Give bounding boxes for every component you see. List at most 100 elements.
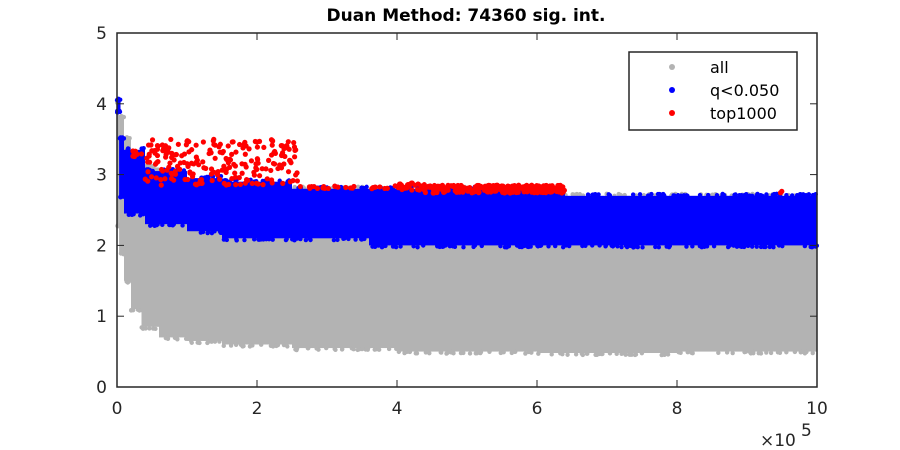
y-tick-label: 2	[96, 236, 107, 256]
point	[261, 144, 267, 151]
point	[206, 150, 212, 157]
point	[547, 183, 553, 189]
point	[251, 172, 258, 178]
point	[130, 148, 136, 154]
point	[395, 185, 401, 191]
point	[549, 352, 554, 357]
x-exponent-label: ×10	[760, 431, 796, 450]
point	[639, 350, 645, 356]
point	[666, 244, 672, 250]
point	[705, 192, 711, 198]
point	[727, 243, 732, 248]
point	[411, 244, 416, 249]
point	[117, 97, 123, 102]
x-tick-label: 6	[532, 399, 543, 419]
point	[160, 146, 167, 152]
point	[179, 153, 185, 159]
point	[386, 346, 392, 352]
point	[290, 177, 296, 184]
point	[767, 244, 772, 250]
y-tick-label: 1	[96, 307, 107, 327]
point	[333, 347, 338, 352]
point	[742, 192, 747, 198]
point	[346, 236, 351, 242]
point	[347, 185, 354, 191]
point	[398, 244, 403, 249]
point	[303, 237, 309, 243]
point	[645, 193, 651, 198]
point	[609, 243, 614, 248]
point	[240, 145, 246, 151]
point	[228, 343, 234, 348]
point	[721, 192, 727, 198]
x-tick-label: 8	[672, 399, 683, 419]
point	[586, 192, 591, 198]
point	[185, 163, 191, 170]
point	[118, 195, 123, 200]
point	[702, 244, 707, 249]
point	[737, 192, 742, 198]
point	[260, 182, 266, 188]
point	[293, 172, 299, 178]
point-cloud-1-8	[537, 192, 565, 246]
point	[351, 346, 356, 352]
point	[119, 114, 124, 119]
y-tick-label: 0	[96, 378, 107, 398]
point	[467, 351, 473, 356]
point-cloud-1-5	[222, 181, 292, 239]
point	[764, 350, 769, 355]
point	[121, 136, 127, 141]
point	[724, 350, 730, 355]
x-tick-label: 10	[806, 399, 828, 419]
point	[145, 159, 151, 165]
point	[461, 244, 466, 250]
point	[731, 243, 736, 248]
x-tick-label: 2	[252, 399, 263, 419]
legend-label: top1000	[710, 104, 777, 123]
point	[810, 350, 815, 356]
point	[229, 151, 235, 157]
point	[206, 229, 211, 234]
point	[214, 172, 221, 178]
point	[164, 167, 170, 173]
point	[280, 180, 286, 186]
point	[212, 155, 218, 161]
point	[248, 343, 254, 348]
point	[171, 177, 177, 183]
point	[697, 243, 703, 249]
point	[172, 335, 178, 341]
point	[139, 146, 144, 151]
point	[597, 243, 602, 248]
point	[183, 142, 189, 148]
point	[242, 151, 248, 157]
point	[181, 168, 187, 173]
point	[523, 351, 528, 356]
point	[279, 143, 285, 149]
point	[627, 243, 633, 249]
point	[536, 351, 541, 356]
point	[401, 184, 408, 190]
point	[255, 160, 261, 166]
point	[343, 184, 349, 191]
point	[573, 352, 579, 357]
point	[225, 160, 231, 166]
point	[166, 145, 172, 151]
point	[139, 325, 144, 330]
point	[279, 152, 285, 158]
point	[241, 343, 246, 349]
point	[274, 343, 279, 349]
point	[233, 342, 239, 347]
point	[205, 340, 210, 346]
point	[809, 244, 815, 250]
point	[187, 170, 193, 176]
point	[768, 350, 774, 356]
point	[236, 175, 242, 181]
point	[372, 347, 377, 352]
point	[212, 339, 218, 344]
point	[515, 189, 521, 195]
point	[487, 349, 492, 354]
point	[733, 192, 738, 197]
point	[372, 244, 378, 250]
point	[623, 243, 629, 249]
point	[266, 157, 272, 163]
